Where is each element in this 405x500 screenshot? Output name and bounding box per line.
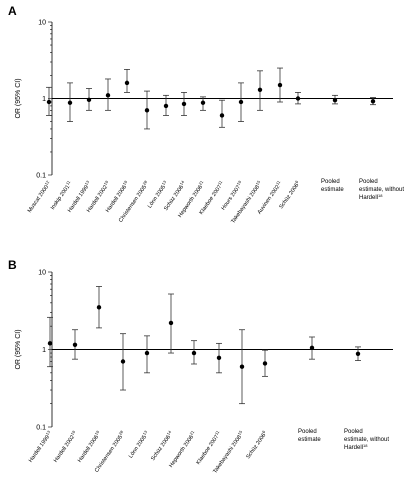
- panel-letter: A: [8, 4, 17, 18]
- or-point: [332, 98, 338, 103]
- pooled-label: Pooled estimate, without Hardell18: [359, 179, 404, 201]
- or-point: [46, 99, 52, 105]
- y-tick-label: 10: [38, 20, 46, 27]
- or-point: [96, 305, 102, 310]
- study-label: Schüz 200614: [149, 429, 175, 462]
- or-point: [295, 96, 301, 101]
- y-tick-label: 1: [42, 96, 46, 103]
- or-point: [191, 350, 197, 356]
- or-point: [239, 364, 245, 369]
- pooled-label: Pooled estimate, without Hardell18: [344, 429, 389, 451]
- or-point: [277, 82, 283, 88]
- y-tick-label: 0.1: [36, 173, 46, 180]
- y-tick-label: 0.1: [36, 425, 46, 432]
- or-point: [238, 99, 244, 105]
- or-point: [309, 345, 315, 351]
- or-point: [216, 355, 222, 361]
- y-tick-label: 10: [38, 270, 46, 277]
- or-point: [124, 80, 130, 86]
- or-point: [370, 99, 376, 104]
- or-point: [168, 320, 174, 326]
- study-label: Muscat 200012: [25, 179, 53, 214]
- or-point: [219, 113, 225, 118]
- or-point: [200, 100, 206, 105]
- study-label: Schüz 20066: [277, 179, 302, 210]
- or-point: [257, 87, 263, 92]
- or-point: [67, 100, 73, 105]
- or-point: [47, 341, 53, 346]
- or-point: [181, 101, 187, 107]
- pooled-label: Pooled estimate: [321, 179, 344, 193]
- study-label: Hardell 200219: [51, 429, 79, 464]
- study-label: Schüz 20066: [244, 429, 269, 460]
- or-point: [144, 350, 150, 356]
- study-label: Hepworth 200621: [167, 429, 198, 469]
- study-label: Hardell 199913: [26, 429, 54, 464]
- or-point: [120, 359, 126, 364]
- or-point: [105, 93, 111, 98]
- or-point: [163, 103, 169, 109]
- study-label: Klaeboe 200711: [194, 429, 223, 466]
- or-point: [86, 97, 92, 103]
- y-axis-label: OR (95% CI): [15, 78, 22, 118]
- study-label: Lönn 200513: [126, 429, 151, 460]
- y-tick-label: 1: [42, 347, 46, 354]
- pooled-label: Pooled estimate: [298, 429, 321, 443]
- or-point: [262, 361, 268, 366]
- study-label: Takebayashi 200815: [229, 179, 264, 225]
- panel-letter: B: [8, 258, 17, 272]
- or-point: [144, 108, 150, 113]
- or-point: [72, 342, 78, 347]
- or-point: [355, 351, 361, 357]
- y-axis-label: OR (95% CI): [15, 329, 22, 369]
- study-label: Hardell 200619: [75, 429, 103, 464]
